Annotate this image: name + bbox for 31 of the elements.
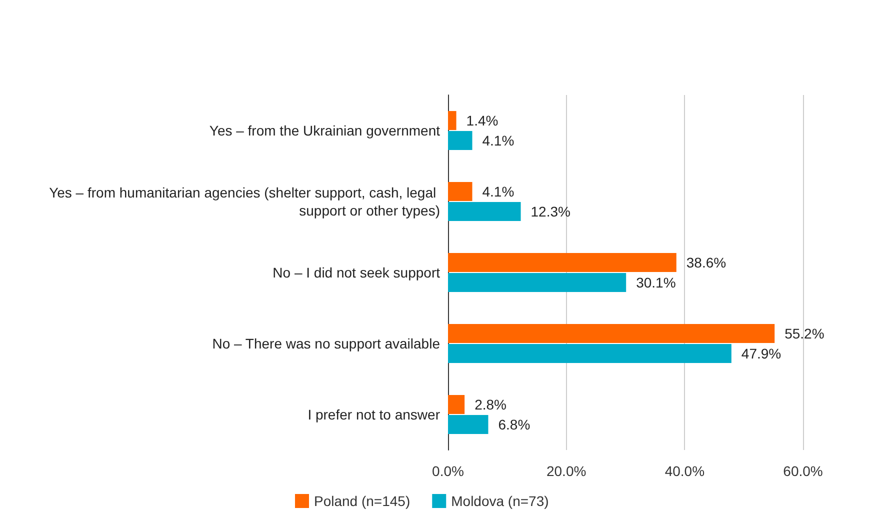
bar [448, 111, 456, 130]
y-tick-label: I prefer not to answer [308, 406, 440, 422]
data-label: 47.9% [741, 345, 782, 362]
bar [448, 130, 472, 150]
bar [448, 414, 488, 434]
x-tick-label: 0.0% [432, 463, 464, 479]
data-label: 2.8% [474, 396, 506, 413]
legend-label: Poland (n=145) [314, 493, 410, 509]
x-tick-label: 40.0% [664, 463, 705, 479]
data-label: 6.8% [498, 416, 530, 432]
data-label: 30.1% [636, 274, 676, 290]
x-tick-label: 20.0% [546, 463, 586, 479]
x-tick-label: 60.0% [783, 463, 823, 479]
data-label: 38.6% [686, 254, 726, 271]
bar [448, 324, 775, 344]
bar [448, 395, 465, 414]
bar [448, 272, 626, 292]
y-tick-label: Yes – from humanitarian agencies (shelter support, cash, legal support or other types) [49, 184, 440, 218]
data-label: 4.1% [482, 184, 514, 200]
bar [448, 253, 676, 272]
bar [448, 344, 732, 363]
legend-label: Moldova (n=73) [451, 493, 549, 509]
y-tick-label: No – I did not seek support [272, 264, 440, 280]
data-label: 55.2% [784, 326, 824, 342]
y-tick-label: No – There was no support available [212, 336, 440, 352]
bar [448, 202, 521, 221]
data-label: 12.3% [530, 203, 570, 220]
data-label: 4.1% [482, 132, 514, 148]
data-label: 1.4% [466, 112, 498, 129]
y-tick-label: Yes – from the Ukrainian government [209, 122, 440, 138]
bar [448, 182, 472, 202]
